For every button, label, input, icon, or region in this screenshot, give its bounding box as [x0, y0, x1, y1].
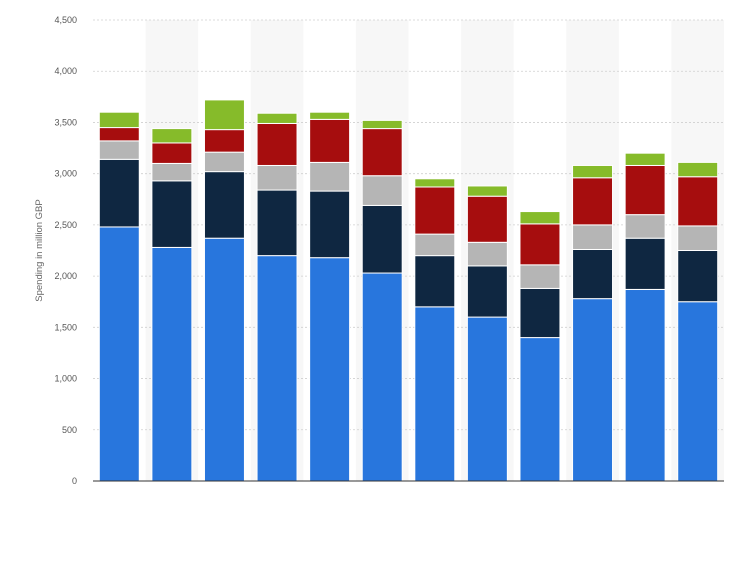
bar-segment-s3 — [98, 140, 140, 160]
gridlines — [93, 19, 724, 431]
bar-segment-s3 — [519, 264, 561, 289]
y-tick-label: 3,500 — [54, 117, 77, 127]
bar-segment-s5 — [309, 111, 351, 120]
bar-segment-s1 — [203, 237, 245, 482]
bar-segment-s1 — [256, 255, 298, 482]
y-tick-label: 500 — [62, 425, 77, 435]
bar-segment-s5 — [256, 112, 298, 124]
bar-segment-s2 — [151, 180, 193, 248]
bar-segment-s4 — [309, 118, 351, 163]
bar-segment-s2 — [519, 287, 561, 339]
bar-segment-s3 — [256, 164, 298, 191]
bar-segment-s1 — [151, 246, 193, 482]
bar-segment-s5 — [677, 161, 719, 178]
bar-segment-s3 — [624, 214, 666, 239]
bar-segment-s3 — [203, 151, 245, 173]
bar-segment-s3 — [414, 233, 456, 257]
bar-segment-s5 — [151, 128, 193, 144]
bar-segment-s1 — [677, 301, 719, 482]
y-tick-label: 2,500 — [54, 220, 77, 230]
y-tick-label: 1,500 — [54, 322, 77, 332]
y-axis-ticks: 0 500 1,000 1,500 2,000 2,500 3,000 3,500 4,000 4… — [54, 15, 77, 486]
bar-segment-s2 — [572, 248, 614, 300]
bar-segment-s5 — [361, 119, 403, 130]
bar-segment-s5 — [414, 178, 456, 188]
bar-segment-s4 — [203, 129, 245, 153]
bar-segment-s4 — [361, 128, 403, 177]
bar-segment-s2 — [98, 158, 140, 228]
y-tick-label: 4,000 — [54, 66, 77, 76]
bar-segment-s4 — [256, 122, 298, 166]
bar-segment-s4 — [624, 164, 666, 216]
y-tick-label: 4,500 — [54, 15, 77, 25]
bar-segment-s4 — [572, 177, 614, 226]
bar-segment-s1 — [309, 257, 351, 482]
bar-segment-s3 — [677, 225, 719, 251]
bar-segment-s2 — [466, 265, 508, 318]
bar-segment-s1 — [624, 288, 666, 482]
bar-segment-s2 — [414, 255, 456, 308]
bar-segment-s4 — [519, 223, 561, 266]
bar-segment-s2 — [677, 250, 719, 303]
y-tick-label: 2,000 — [54, 271, 77, 281]
bar-segment-s3 — [361, 175, 403, 206]
bar-segment-s4 — [151, 142, 193, 164]
bar-segment-s4 — [677, 176, 719, 227]
bar-segment-s2 — [203, 171, 245, 239]
bar-segment-s3 — [572, 224, 614, 250]
y-axis-title: Spending in million GBP — [34, 199, 45, 301]
y-tick-label: 1,000 — [54, 374, 77, 384]
bars — [98, 99, 719, 482]
bar-segment-s5 — [624, 152, 666, 166]
bar-segment-s5 — [98, 111, 140, 129]
bar-segment-s1 — [414, 306, 456, 482]
bar-segment-s2 — [361, 204, 403, 274]
bar-segment-s4 — [414, 186, 456, 235]
bar-segment-s3 — [309, 161, 351, 192]
bar-segment-s2 — [256, 189, 298, 257]
bar-segment-s3 — [151, 162, 193, 182]
bar-segment-s5 — [466, 185, 508, 197]
bar-segment-s1 — [361, 272, 403, 482]
y-tick-label: 3,000 — [54, 169, 77, 179]
bar-segment-s2 — [309, 190, 351, 259]
bar-segment-s1 — [98, 226, 140, 482]
y-tick-label: 0 — [72, 476, 77, 486]
bar-segment-s1 — [519, 337, 561, 482]
bar-segment-s5 — [519, 211, 561, 225]
bar-segment-s5 — [572, 164, 614, 179]
bar-segment-s4 — [98, 127, 140, 142]
bar-segment-s2 — [624, 237, 666, 290]
bar-segment-s1 — [466, 316, 508, 482]
bar-segment-s1 — [572, 298, 614, 482]
bar-segment-s4 — [466, 195, 508, 243]
bar-segment-s5 — [203, 99, 245, 131]
bar-segment-s3 — [466, 241, 508, 267]
